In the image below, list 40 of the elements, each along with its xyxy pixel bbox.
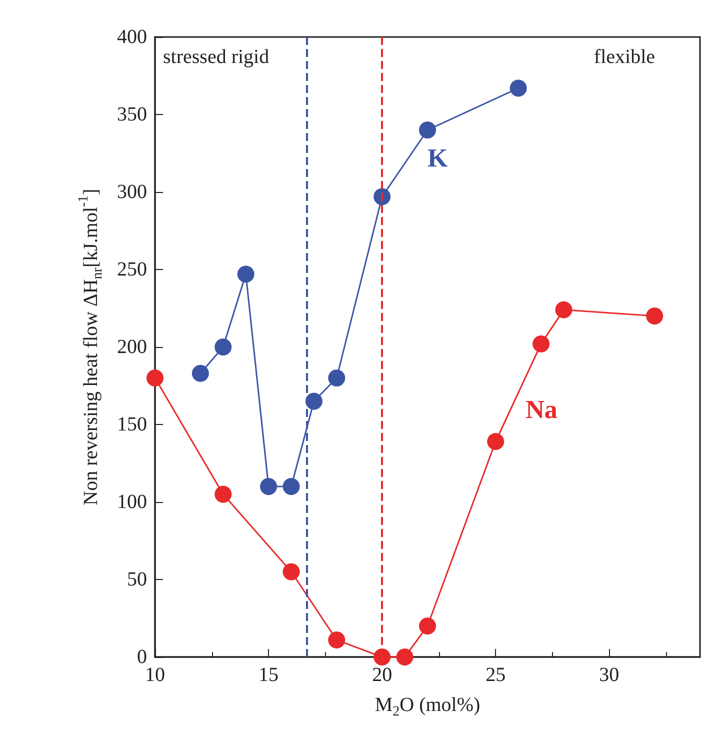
y-tick-label: 150 [117,414,147,436]
point [419,618,436,634]
point [555,301,572,318]
point [532,335,550,352]
y-tick-label: 250 [117,258,147,280]
x-tick-label: 25 [486,664,506,686]
x-tick-label: 15 [258,664,279,686]
annotation: stressed rigid [163,46,270,68]
point [487,433,504,450]
point [419,122,436,138]
y-tick-label: 400 [117,26,147,48]
y-tick-label: 0 [137,646,147,668]
point [305,392,322,410]
y-tick-label: 50 [127,568,147,590]
x-tick-label: 10 [145,664,165,686]
series-label: Na [526,395,558,424]
point [260,478,278,495]
y-tick-label: 300 [117,181,147,203]
y-tick-label: 200 [117,336,147,358]
point [214,486,232,503]
point [282,478,300,495]
point [510,80,527,97]
point [282,563,300,580]
point [192,364,209,382]
series-label: K [428,144,448,172]
point [146,370,164,386]
y-tick-label: 100 [117,491,147,513]
x-tick-label: 30 [599,664,620,686]
point [646,308,664,324]
point [237,266,254,283]
point [374,648,391,666]
y-tick-label: 350 [117,104,147,126]
point [396,648,414,666]
point [374,188,391,206]
y-axis-title: Non reversing heat flow ΔHnr[kJ.mol-1] [76,188,106,506]
annotation: flexible [594,46,656,68]
point [328,631,346,648]
point [214,338,232,356]
point [328,370,346,386]
x-tick-label: 20 [372,664,392,686]
